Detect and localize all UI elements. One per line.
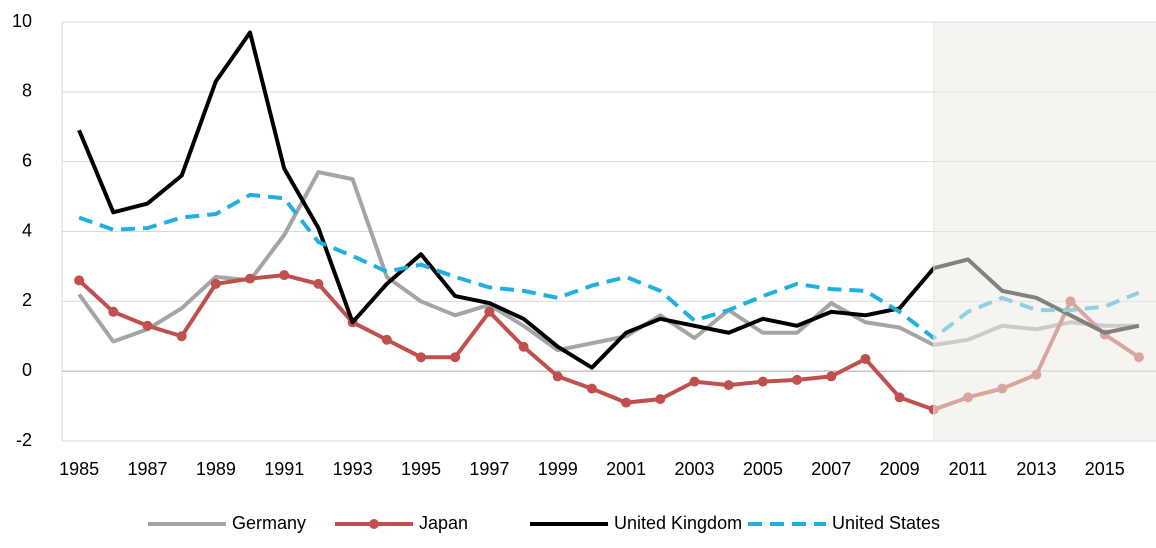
y-tick-label: 2 [22, 290, 32, 310]
y-tick-label: -2 [16, 430, 32, 450]
point [74, 275, 85, 286]
y-tick-label: 6 [22, 150, 32, 170]
x-tick-label: 2007 [811, 459, 851, 479]
point [860, 353, 871, 364]
point [279, 270, 290, 281]
point [245, 273, 256, 284]
x-tick-label: 2011 [949, 459, 988, 479]
x-tick-label: 1991 [264, 459, 304, 479]
point [176, 331, 187, 342]
point [108, 306, 119, 317]
x-tick-label: 2015 [1085, 459, 1125, 479]
point [723, 380, 734, 391]
point [381, 334, 392, 345]
point [792, 374, 803, 385]
point [484, 306, 495, 317]
point [450, 352, 461, 363]
y-tick-label: 10 [12, 11, 32, 31]
x-tick-label: 2009 [880, 459, 920, 479]
x-tick-label: 1993 [333, 459, 373, 479]
point [313, 278, 324, 289]
y-tick-label: 0 [22, 360, 32, 380]
point [826, 371, 837, 382]
point [757, 376, 768, 387]
forecast-shade [933, 22, 1156, 441]
point [552, 371, 563, 382]
y-tick-label: 8 [22, 81, 32, 101]
point [621, 397, 632, 408]
point [655, 394, 666, 405]
legend-marker [369, 519, 379, 529]
legend-label: Japan [419, 513, 468, 533]
y-tick-label: 4 [22, 220, 32, 240]
x-tick-label: 1985 [59, 459, 99, 479]
x-tick-label: 1995 [401, 459, 441, 479]
x-tick-label: 1997 [469, 459, 509, 479]
point [518, 341, 529, 352]
x-tick-label: 2013 [1016, 459, 1056, 479]
point [586, 383, 597, 394]
legend-label: Germany [232, 513, 306, 533]
x-tick-label: 1987 [127, 459, 167, 479]
x-tick-label: 2003 [674, 459, 714, 479]
point [415, 352, 426, 363]
point [894, 392, 905, 403]
x-tick-label: 2005 [743, 459, 783, 479]
x-tick-label: 1989 [196, 459, 236, 479]
legend-label: United States [832, 513, 940, 533]
point [210, 278, 221, 289]
point [142, 320, 153, 331]
x-tick-label: 2001 [606, 459, 646, 479]
legend-label: United Kingdom [614, 513, 742, 533]
x-tick-label: 1999 [538, 459, 578, 479]
point [689, 376, 700, 387]
